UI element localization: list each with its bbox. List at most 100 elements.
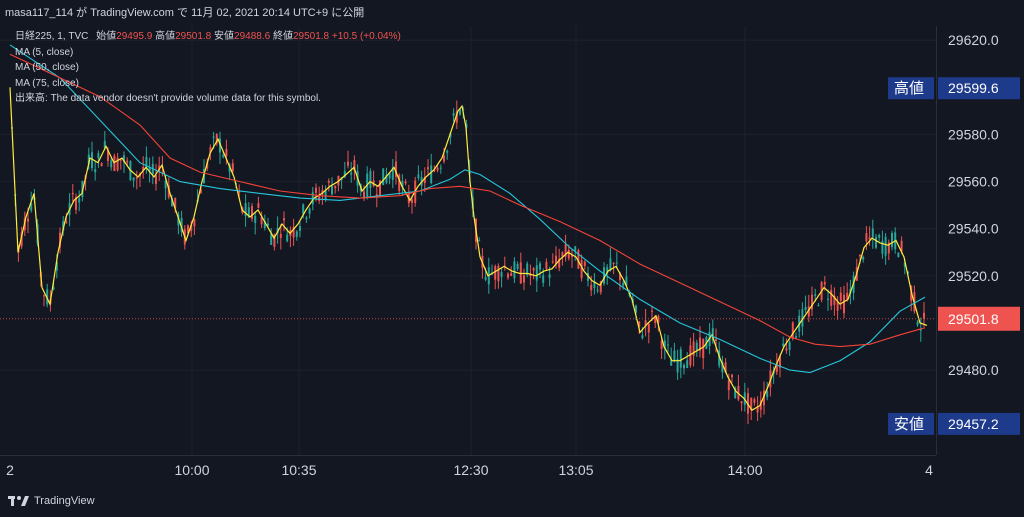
- candle-body: [398, 174, 401, 192]
- legend-volume-row[interactable]: 出来高: The data vendor doesn't provide vol…: [15, 91, 401, 107]
- candle-body: [519, 262, 522, 284]
- candle-body: [571, 254, 573, 257]
- candle-body: [103, 140, 106, 148]
- ma-line-50: [9, 44, 926, 374]
- candle-body: [446, 150, 449, 153]
- candle-body: [119, 159, 122, 161]
- candle-body: [46, 289, 49, 305]
- candle-body: [244, 203, 247, 216]
- legend-ma5-row[interactable]: MA (5, close): [15, 45, 401, 61]
- candle-body: [430, 165, 433, 184]
- candle-body: [535, 265, 538, 281]
- candle-body: [577, 250, 580, 269]
- legend-change: +10.5 (+0.04%): [331, 31, 401, 42]
- price-tick-label: 29560.0: [948, 174, 999, 190]
- candle-body: [222, 154, 225, 157]
- candle-body: [580, 260, 583, 279]
- candle-body: [587, 273, 589, 281]
- candle-body: [859, 254, 861, 257]
- legend-ma75-row[interactable]: MA (75, close): [15, 76, 401, 92]
- time-tick-label: 4: [925, 462, 933, 478]
- legend-symbol-row[interactable]: 日経225, 1, TVC 始値29495.9 高値29501.8 安値2948…: [15, 29, 401, 45]
- last-price-value: 29501.8: [948, 311, 999, 327]
- candle-body: [513, 261, 516, 279]
- candle-body: [142, 166, 145, 171]
- candle-body: [615, 262, 618, 264]
- candle-body: [116, 157, 119, 171]
- candle-body: [846, 292, 849, 299]
- candle-body: [715, 339, 717, 341]
- candle-body: [164, 180, 167, 189]
- candle-body: [59, 232, 61, 248]
- price-tick-label: 29480.0: [948, 362, 999, 378]
- candle-body: [641, 335, 644, 339]
- candle-body: [670, 359, 673, 366]
- candle-body: [516, 263, 519, 270]
- legend-high-label: 高値: [155, 31, 176, 42]
- price-tick-label: 29540.0: [948, 221, 999, 237]
- legend-ma50: MA (50, close): [15, 62, 79, 73]
- candle-body: [711, 328, 714, 341]
- time-axis[interactable]: 2 10:00 10:35 12:30 13:05 14:00 4: [0, 455, 936, 486]
- candle-body: [673, 350, 676, 362]
- candle-body: [401, 180, 404, 187]
- candle-body: [510, 273, 513, 277]
- candle-body: [97, 153, 100, 159]
- candle-body: [897, 252, 900, 258]
- candle-body: [254, 215, 257, 223]
- time-axis-background: [0, 455, 936, 486]
- candle-body: [635, 305, 637, 313]
- legend-ma50-row[interactable]: MA (50, close): [15, 60, 401, 76]
- candle-body: [180, 217, 183, 233]
- ma-line-5: [9, 87, 928, 412]
- chart-footer: TradingView: [0, 486, 1024, 517]
- candle-body: [766, 391, 769, 398]
- candle-body: [551, 261, 554, 263]
- candle-body: [391, 167, 394, 180]
- candle-body: [318, 195, 321, 201]
- candle-body: [20, 232, 23, 247]
- candle-body: [353, 159, 356, 171]
- candle-body: [791, 322, 794, 339]
- legend-volume-label: 出来高:: [15, 93, 48, 104]
- candle-body: [382, 168, 385, 186]
- plot-background: [0, 26, 936, 455]
- price-chart[interactable]: 29620.0 29580.0 29560.0 29540.0 29520.0 29480…: [0, 26, 1024, 486]
- candle-body: [52, 287, 55, 290]
- candle-body: [871, 228, 874, 238]
- candle-body: [478, 240, 481, 242]
- price-tick-label: 29580.0: [948, 126, 999, 142]
- candle-body: [273, 234, 276, 247]
- candle-body: [263, 221, 266, 228]
- candle-body: [891, 233, 893, 248]
- candle-body: [683, 364, 685, 369]
- candle-body: [107, 150, 109, 161]
- candle-body: [331, 186, 333, 195]
- candle-body: [327, 180, 330, 183]
- candle-body: [187, 225, 189, 233]
- candle-body: [919, 328, 922, 331]
- candle-body: [503, 265, 506, 267]
- candle-body: [292, 226, 295, 238]
- candle-body: [94, 169, 97, 173]
- candle-body: [283, 218, 285, 221]
- price-axis[interactable]: 29620.0 29580.0 29560.0 29540.0 29520.0 29480…: [888, 26, 1024, 486]
- candle-body: [433, 169, 436, 171]
- candle-body: [388, 173, 391, 179]
- candle-body: [343, 170, 346, 178]
- tradingview-logo[interactable]: TradingView: [8, 495, 95, 507]
- candle-body: [43, 295, 45, 297]
- candle-body: [225, 149, 228, 157]
- candle-body: [759, 400, 762, 410]
- publish-header: masa117_114 が TradingView.com で 11月 02, …: [0, 0, 1024, 26]
- candle-body: [667, 344, 669, 346]
- time-tick-label: 14:00: [727, 462, 762, 478]
- candle-body: [100, 163, 103, 167]
- candle-body: [91, 152, 93, 169]
- candle-body: [593, 280, 596, 289]
- candle-body: [558, 258, 561, 268]
- candle-body: [62, 221, 65, 231]
- low-marker-label: 安値: [894, 415, 924, 433]
- candle-body: [545, 261, 548, 269]
- candle-body: [718, 350, 721, 366]
